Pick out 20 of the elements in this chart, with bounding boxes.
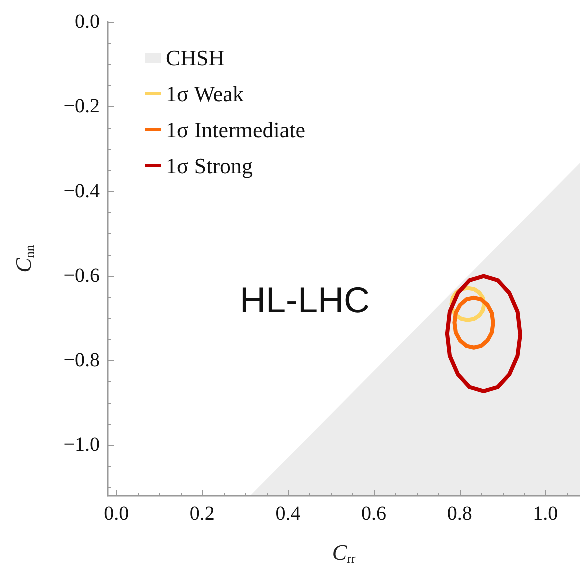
annotation: HL-LHC <box>240 280 370 320</box>
legend-label: 1σ Strong <box>166 154 254 178</box>
x-tick-label: 1.0 <box>533 503 558 525</box>
y-tick-label: −0.2 <box>64 96 100 118</box>
line-series <box>445 274 522 394</box>
legend-label: 1σ Weak <box>166 82 244 106</box>
y-axis-title: Cnn <box>11 244 37 273</box>
x-tick-label: 0.2 <box>190 503 215 525</box>
x-tick-label: 0.6 <box>362 503 387 525</box>
y-tick-label: 0.0 <box>75 11 100 33</box>
legend-label: 1σ Intermediate <box>166 118 306 142</box>
y-tick-label: −0.8 <box>64 350 100 372</box>
x-tick-label: 0.0 <box>104 503 130 525</box>
y-tick-label: −0.4 <box>64 180 100 202</box>
legend-label: CHSH <box>166 46 225 70</box>
x-tick-label: 0.4 <box>276 503 301 525</box>
line-series <box>452 296 496 350</box>
y-tick-label: −1.0 <box>64 434 100 456</box>
x-tick-label: 0.8 <box>447 503 472 525</box>
y-tick-label: −0.6 <box>64 264 100 287</box>
